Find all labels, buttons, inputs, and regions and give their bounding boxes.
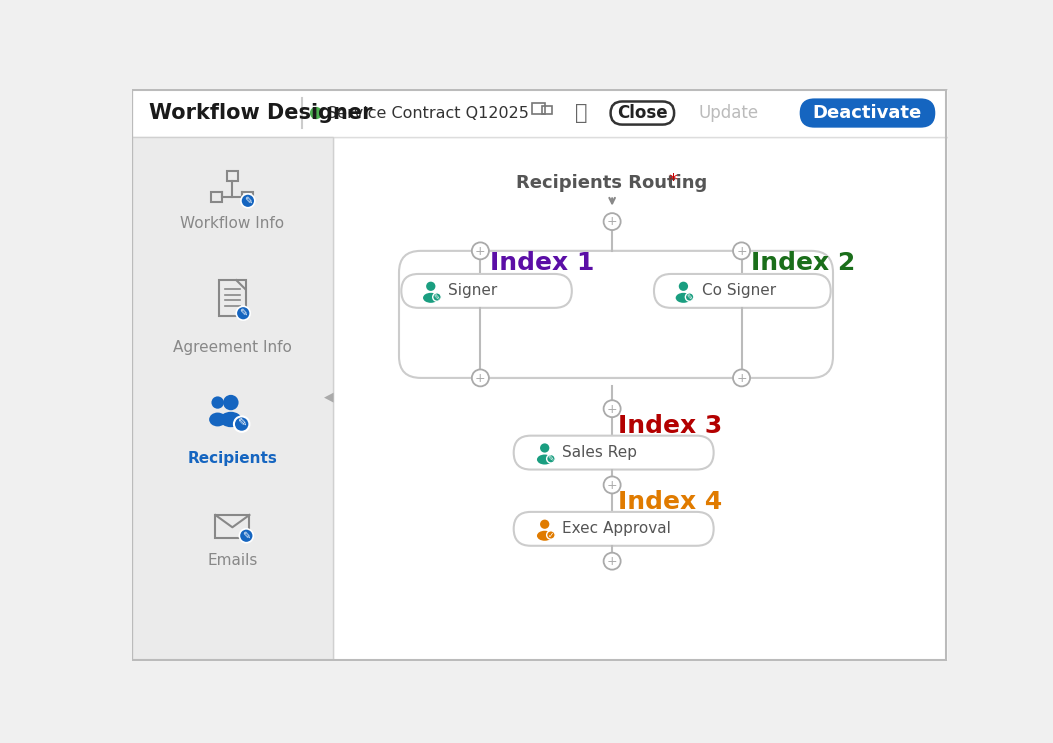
Ellipse shape <box>210 412 226 426</box>
Text: Recipients Routing: Recipients Routing <box>517 174 708 192</box>
Text: ✓: ✓ <box>548 531 554 540</box>
Circle shape <box>241 194 255 208</box>
Text: Service Contract Q12025: Service Contract Q12025 <box>326 106 529 120</box>
Text: Index 3: Index 3 <box>618 414 722 438</box>
Circle shape <box>310 107 322 119</box>
Circle shape <box>472 242 489 259</box>
Circle shape <box>603 400 620 417</box>
Text: ◀: ◀ <box>324 391 334 403</box>
Text: Exec Approval: Exec Approval <box>561 522 671 536</box>
Text: ✎: ✎ <box>237 419 246 429</box>
Ellipse shape <box>220 412 242 427</box>
Text: Signer: Signer <box>448 283 497 299</box>
Text: Sales Rep: Sales Rep <box>561 445 637 460</box>
Circle shape <box>239 529 254 542</box>
Ellipse shape <box>676 293 691 303</box>
Text: +: + <box>607 478 617 492</box>
Circle shape <box>603 476 620 493</box>
Ellipse shape <box>537 455 553 464</box>
Text: ✎: ✎ <box>244 196 252 206</box>
Circle shape <box>433 293 441 302</box>
Text: +: + <box>475 372 485 385</box>
Text: Index 1: Index 1 <box>490 251 594 275</box>
Text: Co Signer: Co Signer <box>702 283 776 299</box>
Text: ✎: ✎ <box>687 293 693 302</box>
FancyBboxPatch shape <box>333 137 948 661</box>
Text: ✎: ✎ <box>242 531 251 541</box>
Circle shape <box>426 282 436 291</box>
Circle shape <box>547 531 555 539</box>
Circle shape <box>212 396 224 409</box>
Text: Workflow Info: Workflow Info <box>180 216 284 231</box>
FancyBboxPatch shape <box>611 102 674 125</box>
Circle shape <box>679 282 688 291</box>
Ellipse shape <box>423 293 438 303</box>
FancyBboxPatch shape <box>654 274 831 308</box>
Circle shape <box>547 455 555 463</box>
Circle shape <box>236 306 251 320</box>
FancyBboxPatch shape <box>799 98 935 128</box>
Circle shape <box>223 395 239 410</box>
Circle shape <box>733 242 750 259</box>
Ellipse shape <box>537 531 553 541</box>
Circle shape <box>540 444 550 452</box>
Text: Index 4: Index 4 <box>618 490 722 514</box>
Text: Index 2: Index 2 <box>751 251 855 275</box>
Text: +: + <box>607 403 617 415</box>
Text: Emails: Emails <box>207 553 258 568</box>
Text: ✎: ✎ <box>239 308 247 318</box>
Circle shape <box>733 369 750 386</box>
Circle shape <box>686 293 694 302</box>
Text: Agreement Info: Agreement Info <box>173 340 292 354</box>
FancyBboxPatch shape <box>399 251 833 378</box>
Circle shape <box>603 213 620 230</box>
Circle shape <box>234 416 250 432</box>
Text: Update: Update <box>698 104 758 122</box>
Text: Recipients: Recipients <box>187 451 277 467</box>
Text: +: + <box>607 215 617 229</box>
Text: *: * <box>668 172 677 189</box>
Text: +: + <box>607 555 617 568</box>
Text: ✎: ✎ <box>434 293 440 302</box>
FancyBboxPatch shape <box>401 274 572 308</box>
Text: 🗑: 🗑 <box>575 103 588 123</box>
Text: Deactivate: Deactivate <box>813 104 921 122</box>
FancyBboxPatch shape <box>132 89 948 137</box>
Text: +: + <box>736 372 747 385</box>
Text: ✎: ✎ <box>548 455 554 464</box>
Text: Workflow Designer: Workflow Designer <box>148 103 372 123</box>
Text: +: + <box>736 244 747 258</box>
Circle shape <box>603 553 620 570</box>
FancyBboxPatch shape <box>514 435 714 470</box>
FancyBboxPatch shape <box>132 137 333 661</box>
Text: +: + <box>475 244 485 258</box>
Circle shape <box>540 519 550 529</box>
Circle shape <box>472 369 489 386</box>
FancyBboxPatch shape <box>514 512 714 546</box>
Text: Close: Close <box>617 104 668 122</box>
